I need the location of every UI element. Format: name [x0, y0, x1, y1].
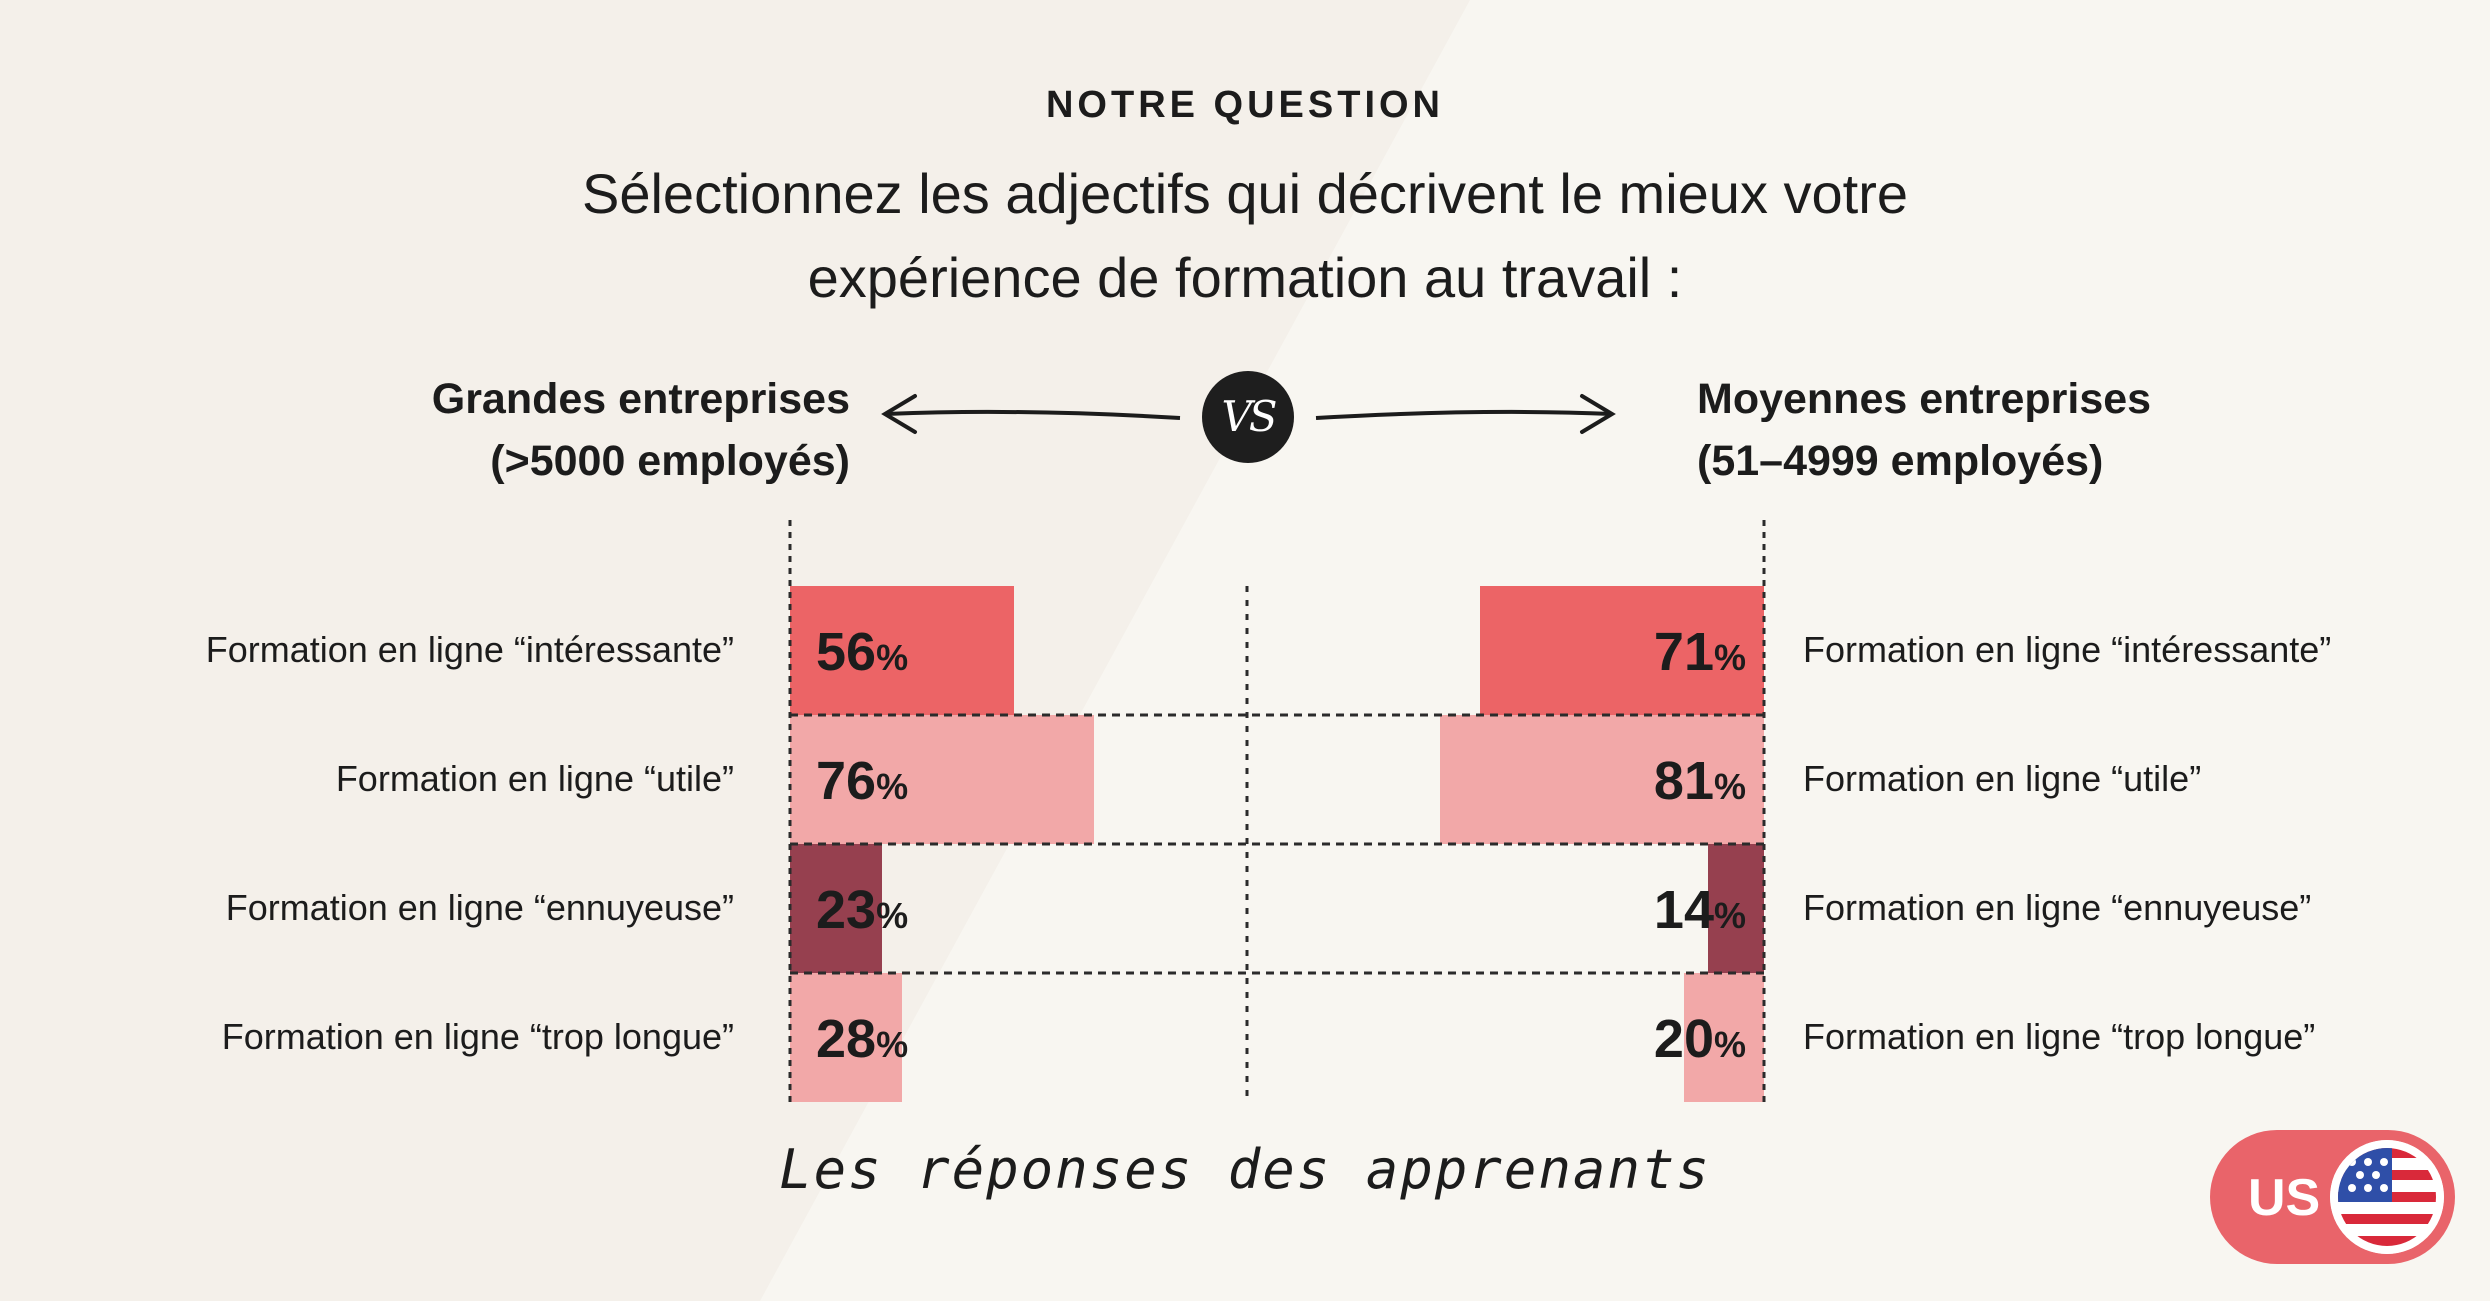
- question-line-2: expérience de formation au travail :: [807, 246, 1683, 309]
- left-bar-value-2: 76%: [816, 751, 909, 811]
- right-row-label-4: Formation en ligne “trop longue”: [1803, 1016, 2316, 1057]
- us-flag-icon: [2330, 1140, 2444, 1254]
- question-title: Sélectionnez les adjectifs qui décrivent…: [0, 152, 2490, 320]
- left-series-bars: [790, 586, 1094, 1102]
- region-switch-button[interactable]: US: [2210, 1130, 2455, 1264]
- right-group-name: Moyennes entreprises: [1697, 375, 2152, 423]
- right-bar-4: [1684, 973, 1764, 1102]
- right-bar-value-4: 20%: [1653, 1009, 1746, 1069]
- region-code: US: [2248, 1169, 2321, 1227]
- right-row-label-2: Formation en ligne “utile”: [1803, 758, 2202, 799]
- left-group-label: Grandes entreprises (>5000 employés): [432, 368, 850, 492]
- vs-badge: VS: [1202, 371, 1294, 463]
- left-bar-2: [790, 715, 1094, 844]
- left-row-label-2: Formation en ligne “utile”: [335, 758, 734, 799]
- left-bar-value-3: 23%: [816, 880, 909, 940]
- right-series-bars: [1440, 586, 1764, 1102]
- chart-footer-note: Les réponses des apprenants: [779, 1138, 1711, 1201]
- right-bar-value-1: 71%: [1653, 622, 1746, 682]
- left-bar-3: [790, 844, 882, 973]
- right-bar-2: [1440, 715, 1764, 844]
- left-row-label-4: Formation en ligne “trop longue”: [221, 1016, 734, 1057]
- right-row-label-3: Formation en ligne “ennuyeuse”: [1803, 887, 2312, 928]
- left-row-label-1: Formation en ligne “intéressante”: [205, 629, 734, 670]
- left-group-size: (>5000 employés): [490, 437, 850, 485]
- right-bar-3: [1708, 844, 1764, 973]
- chart-gridlines: [788, 520, 1766, 1102]
- right-bar-value-3: 14%: [1653, 880, 1746, 940]
- left-bar-value-1: 56%: [816, 622, 909, 682]
- left-bar-4: [790, 973, 902, 1102]
- section-kicker: NOTRE QUESTION: [1045, 84, 1445, 126]
- right-bar-value-2: 81%: [1653, 751, 1746, 811]
- left-bar-value-4: 28%: [816, 1009, 909, 1069]
- right-row-label-1: Formation en ligne “intéressante”: [1803, 629, 2332, 670]
- right-group-size: (51–4999 employés): [1697, 437, 2104, 485]
- left-group-name: Grandes entreprises: [431, 375, 850, 423]
- right-bar-1: [1480, 586, 1764, 715]
- right-group-label: Moyennes entreprises (51–4999 employés): [1697, 368, 2151, 492]
- left-bar-1: [790, 586, 1014, 715]
- left-row-label-3: Formation en ligne “ennuyeuse”: [225, 887, 734, 928]
- question-line-1: Sélectionnez les adjectifs qui décrivent…: [581, 162, 1908, 225]
